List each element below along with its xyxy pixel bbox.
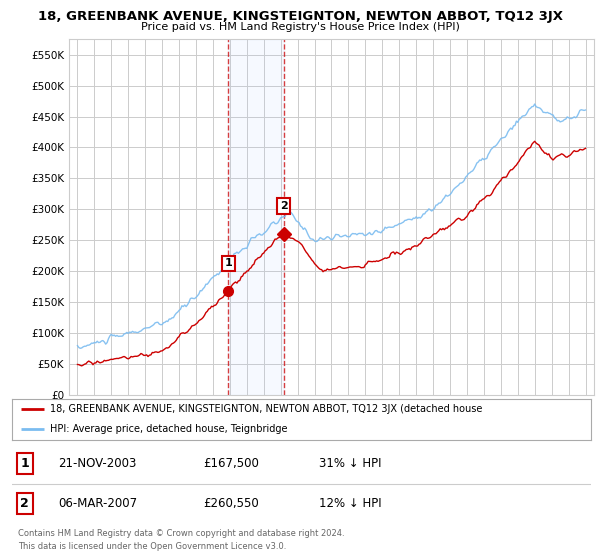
Text: Contains HM Land Registry data © Crown copyright and database right 2024.: Contains HM Land Registry data © Crown c… (18, 529, 344, 538)
Text: 2: 2 (280, 201, 287, 211)
Text: 18, GREENBANK AVENUE, KINGSTEIGNTON, NEWTON ABBOT, TQ12 3JX: 18, GREENBANK AVENUE, KINGSTEIGNTON, NEW… (37, 10, 563, 23)
Text: Price paid vs. HM Land Registry's House Price Index (HPI): Price paid vs. HM Land Registry's House … (140, 22, 460, 32)
Text: 18, GREENBANK AVENUE, KINGSTEIGNTON, NEWTON ABBOT, TQ12 3JX (detached house: 18, GREENBANK AVENUE, KINGSTEIGNTON, NEW… (50, 404, 482, 414)
Text: HPI: Average price, detached house, Teignbridge: HPI: Average price, detached house, Teig… (50, 424, 287, 435)
Text: £260,550: £260,550 (203, 497, 259, 510)
Text: This data is licensed under the Open Government Licence v3.0.: This data is licensed under the Open Gov… (18, 542, 286, 550)
Bar (228, 39, 284, 395)
Text: 06-MAR-2007: 06-MAR-2007 (58, 497, 137, 510)
Text: 31% ↓ HPI: 31% ↓ HPI (319, 457, 382, 470)
Text: 21-NOV-2003: 21-NOV-2003 (58, 457, 137, 470)
Text: 1: 1 (224, 258, 232, 268)
Text: 12% ↓ HPI: 12% ↓ HPI (319, 497, 382, 510)
Text: 2: 2 (20, 497, 29, 510)
Text: 1: 1 (20, 457, 29, 470)
Text: £167,500: £167,500 (203, 457, 259, 470)
